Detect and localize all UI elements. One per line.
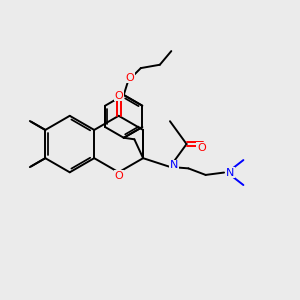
Text: O: O [114, 91, 123, 101]
Text: O: O [197, 143, 206, 153]
Text: N: N [169, 160, 178, 170]
Text: O: O [125, 73, 134, 83]
Text: N: N [226, 167, 234, 178]
Text: O: O [114, 171, 123, 181]
